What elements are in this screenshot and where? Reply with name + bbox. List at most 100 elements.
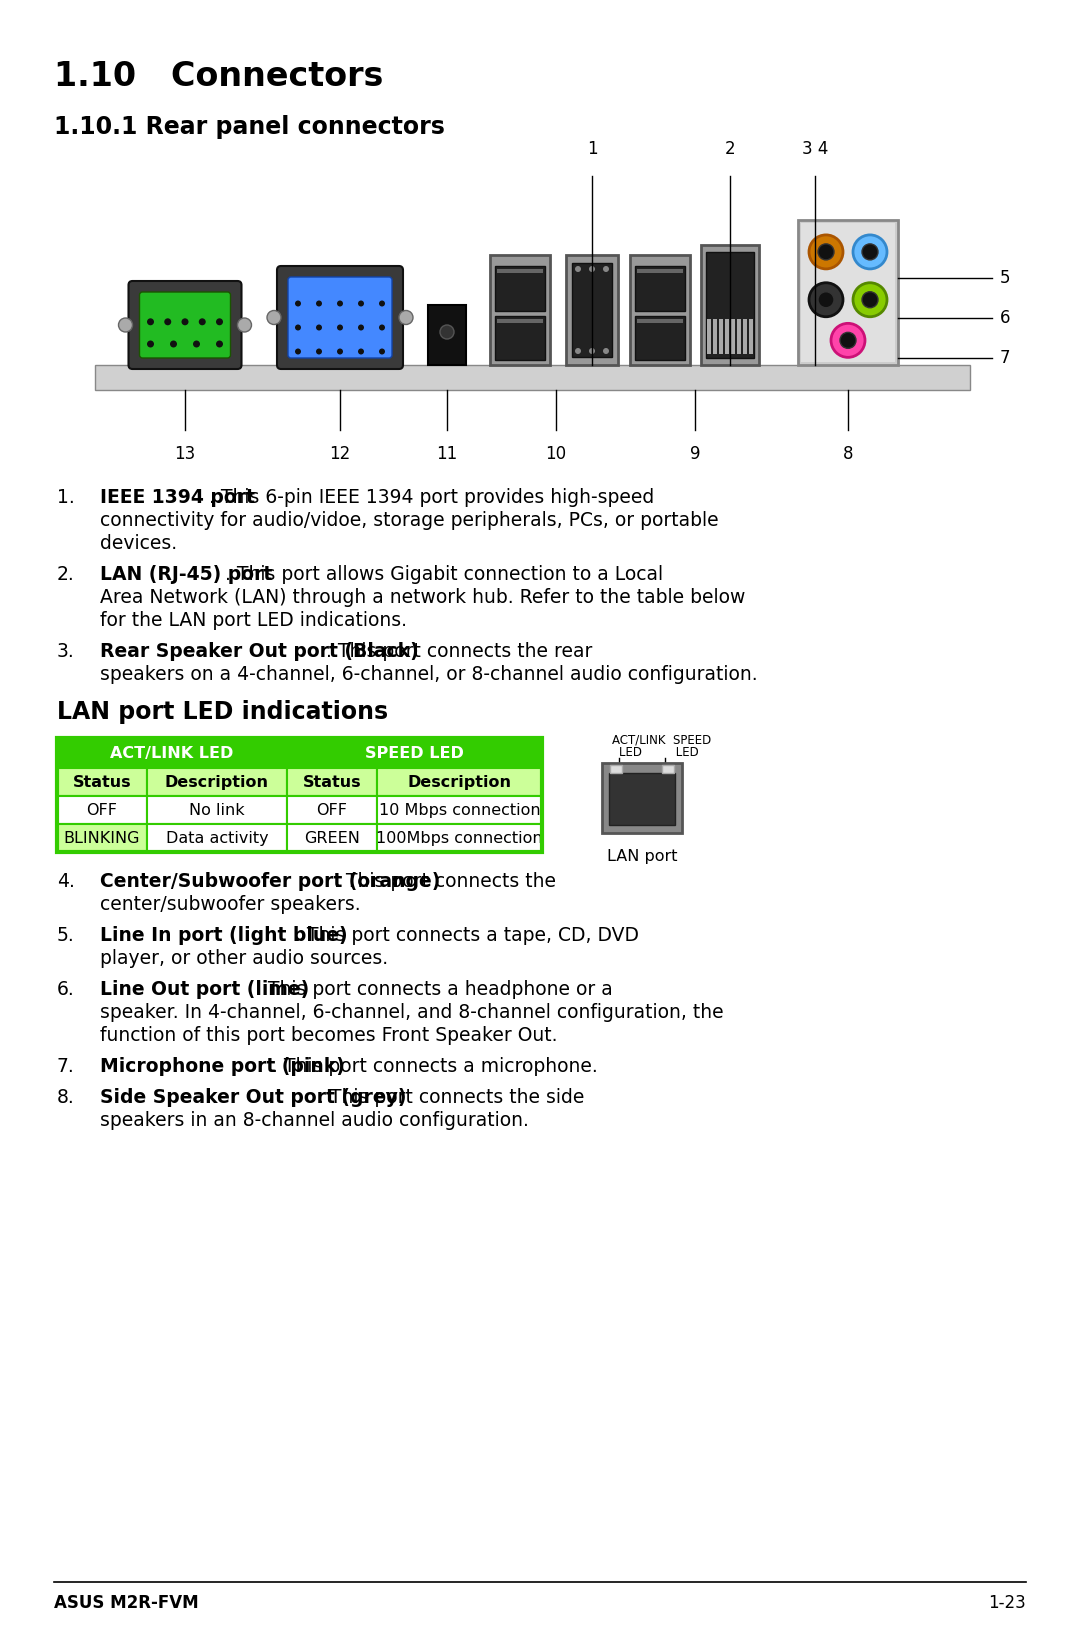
Text: devices.: devices. (100, 534, 177, 553)
Circle shape (818, 291, 834, 308)
Circle shape (357, 348, 364, 355)
Circle shape (831, 324, 865, 358)
Bar (572, 264, 612, 356)
Circle shape (147, 319, 154, 325)
Text: LAN port: LAN port (607, 849, 677, 864)
Text: 10: 10 (545, 446, 567, 464)
Text: . This port connects a tape, CD, DVD: . This port connects a tape, CD, DVD (295, 926, 639, 945)
Text: No link: No link (189, 802, 245, 817)
Circle shape (193, 340, 200, 348)
Bar (630, 255, 690, 364)
Text: 8: 8 (842, 446, 853, 464)
Circle shape (357, 324, 364, 330)
Text: 5: 5 (1000, 268, 1011, 286)
Bar (701, 246, 759, 364)
FancyBboxPatch shape (276, 265, 403, 369)
Bar (610, 765, 622, 773)
Circle shape (379, 348, 384, 355)
Circle shape (853, 283, 887, 317)
Circle shape (818, 244, 834, 260)
Text: 1-23: 1-23 (988, 1594, 1026, 1612)
Circle shape (170, 340, 177, 348)
Bar (57, 739, 287, 768)
Text: Microphone port (pink): Microphone port (pink) (100, 1058, 345, 1075)
Text: Side Speaker Out port (grey): Side Speaker Out port (grey) (100, 1088, 406, 1106)
Text: . This port connects the rear: . This port connects the rear (326, 643, 593, 661)
Circle shape (603, 265, 609, 272)
Text: speaker. In 4-channel, 6-channel, and 8-channel configuration, the: speaker. In 4-channel, 6-channel, and 8-… (100, 1002, 724, 1022)
Text: . This 6-pin IEEE 1394 port provides high-speed: . This 6-pin IEEE 1394 port provides hig… (210, 488, 654, 508)
Bar (377, 796, 542, 823)
Circle shape (440, 325, 454, 338)
Bar (147, 768, 287, 796)
Bar (57, 823, 147, 853)
Text: SPEED LED: SPEED LED (365, 745, 464, 760)
Circle shape (147, 340, 154, 348)
Bar (635, 265, 685, 311)
Bar (713, 319, 717, 355)
Text: Rear Speaker Out port (Black): Rear Speaker Out port (Black) (100, 643, 419, 661)
Bar (662, 765, 674, 773)
Text: 7: 7 (1000, 350, 1011, 368)
Bar (609, 773, 675, 825)
Text: for the LAN port LED indications.: for the LAN port LED indications. (100, 612, 407, 630)
Bar (287, 768, 377, 796)
Text: 1: 1 (586, 140, 597, 158)
Bar (719, 319, 723, 355)
Bar (725, 319, 729, 355)
Text: 6: 6 (1000, 309, 1011, 327)
Text: 10 Mbps connection: 10 Mbps connection (379, 802, 540, 817)
Circle shape (337, 324, 343, 330)
Text: ACT/LINK LED: ACT/LINK LED (110, 745, 233, 760)
Text: Description: Description (165, 774, 269, 789)
Circle shape (589, 348, 595, 355)
Circle shape (295, 324, 301, 330)
Bar (750, 319, 753, 355)
Circle shape (809, 283, 843, 317)
Circle shape (379, 324, 384, 330)
Bar (287, 823, 377, 853)
Text: 1.: 1. (57, 488, 75, 508)
Circle shape (295, 348, 301, 355)
Bar (57, 796, 147, 823)
Text: 11: 11 (436, 446, 458, 464)
Text: Line In port (light blue): Line In port (light blue) (100, 926, 348, 945)
Circle shape (316, 348, 322, 355)
Bar (57, 768, 147, 796)
Bar (637, 319, 683, 322)
Text: center/subwoofer speakers.: center/subwoofer speakers. (100, 895, 361, 914)
Text: Area Network (LAN) through a network hub. Refer to the table below: Area Network (LAN) through a network hub… (100, 587, 745, 607)
Bar (287, 796, 377, 823)
Bar (707, 319, 711, 355)
Bar (637, 268, 683, 273)
Text: connectivity for audio/vidoe, storage peripherals, PCs, or portable: connectivity for audio/vidoe, storage pe… (100, 511, 718, 530)
Text: 1.10   Connectors: 1.10 Connectors (54, 60, 383, 93)
Text: OFF: OFF (86, 802, 118, 817)
Text: 6.: 6. (57, 979, 75, 999)
Circle shape (575, 348, 581, 355)
FancyBboxPatch shape (288, 277, 392, 358)
Text: . This port connects the: . This port connects the (334, 872, 556, 892)
Circle shape (862, 291, 878, 308)
Circle shape (853, 234, 887, 268)
Bar (147, 823, 287, 853)
Circle shape (181, 319, 189, 325)
Text: IEEE 1394 port: IEEE 1394 port (100, 488, 255, 508)
Text: ACT/LINK  SPEED: ACT/LINK SPEED (612, 734, 712, 747)
Circle shape (295, 301, 301, 306)
Text: LED         LED: LED LED (619, 747, 699, 760)
Text: 2: 2 (725, 140, 735, 158)
Text: Data activity: Data activity (165, 830, 268, 846)
Text: 100Mbps connection: 100Mbps connection (376, 830, 543, 846)
Bar (497, 319, 543, 322)
Bar (497, 268, 543, 273)
Bar (495, 316, 545, 360)
Circle shape (216, 319, 222, 325)
Circle shape (238, 317, 252, 332)
Text: BLINKING: BLINKING (64, 830, 140, 846)
Circle shape (316, 324, 322, 330)
Bar (737, 319, 741, 355)
Text: ASUS M2R-FVM: ASUS M2R-FVM (54, 1594, 199, 1612)
FancyBboxPatch shape (602, 763, 681, 833)
Circle shape (337, 301, 343, 306)
